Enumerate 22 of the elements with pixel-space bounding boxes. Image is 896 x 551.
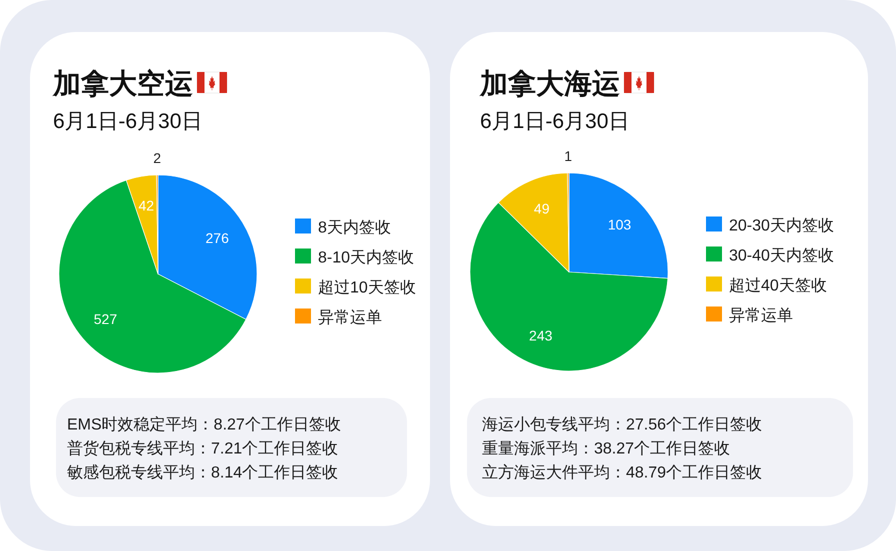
legend-label: 30-40天内签收 <box>729 246 834 264</box>
legend-label: 8天内签收 <box>318 218 391 236</box>
legend-label: 超过10天签收 <box>318 278 416 296</box>
data-label: 1 <box>564 148 572 164</box>
data-label: 276 <box>206 230 230 246</box>
note-card: EMS时效稳定平均：8.27个工作日签收 普货包税专线平均：7.21个工作日签收 敏感包税专线平均：8.14个工作日签收 <box>56 398 407 497</box>
legend-label: 异常运单 <box>318 308 382 326</box>
chart-title: 加拿大海运 <box>479 68 620 99</box>
legend-label: 超过40天签收 <box>729 276 827 294</box>
data-label: 2 <box>153 150 162 166</box>
data-label: 527 <box>94 311 118 328</box>
chart-title: 加拿大空运 <box>52 68 193 99</box>
data-label: 103 <box>608 216 632 233</box>
data-label: 42 <box>138 198 154 214</box>
data-label: 49 <box>534 200 550 216</box>
legend-label: 20-30天内签收 <box>729 216 834 234</box>
legend-label: 异常运单 <box>729 306 793 324</box>
legend-label: 8-10天内签收 <box>318 248 414 266</box>
note-card: 海运小包专线平均：27.56个工作日签收 重量海派平均：38.27个工作日签收 立方海运大件平均：48.79个工作日签收 <box>467 398 853 497</box>
chart-subtitle: 6月1日-6月30日 <box>53 110 202 133</box>
chart-subtitle: 6月1日-6月30日 <box>480 110 630 133</box>
data-label: 243 <box>529 327 553 344</box>
